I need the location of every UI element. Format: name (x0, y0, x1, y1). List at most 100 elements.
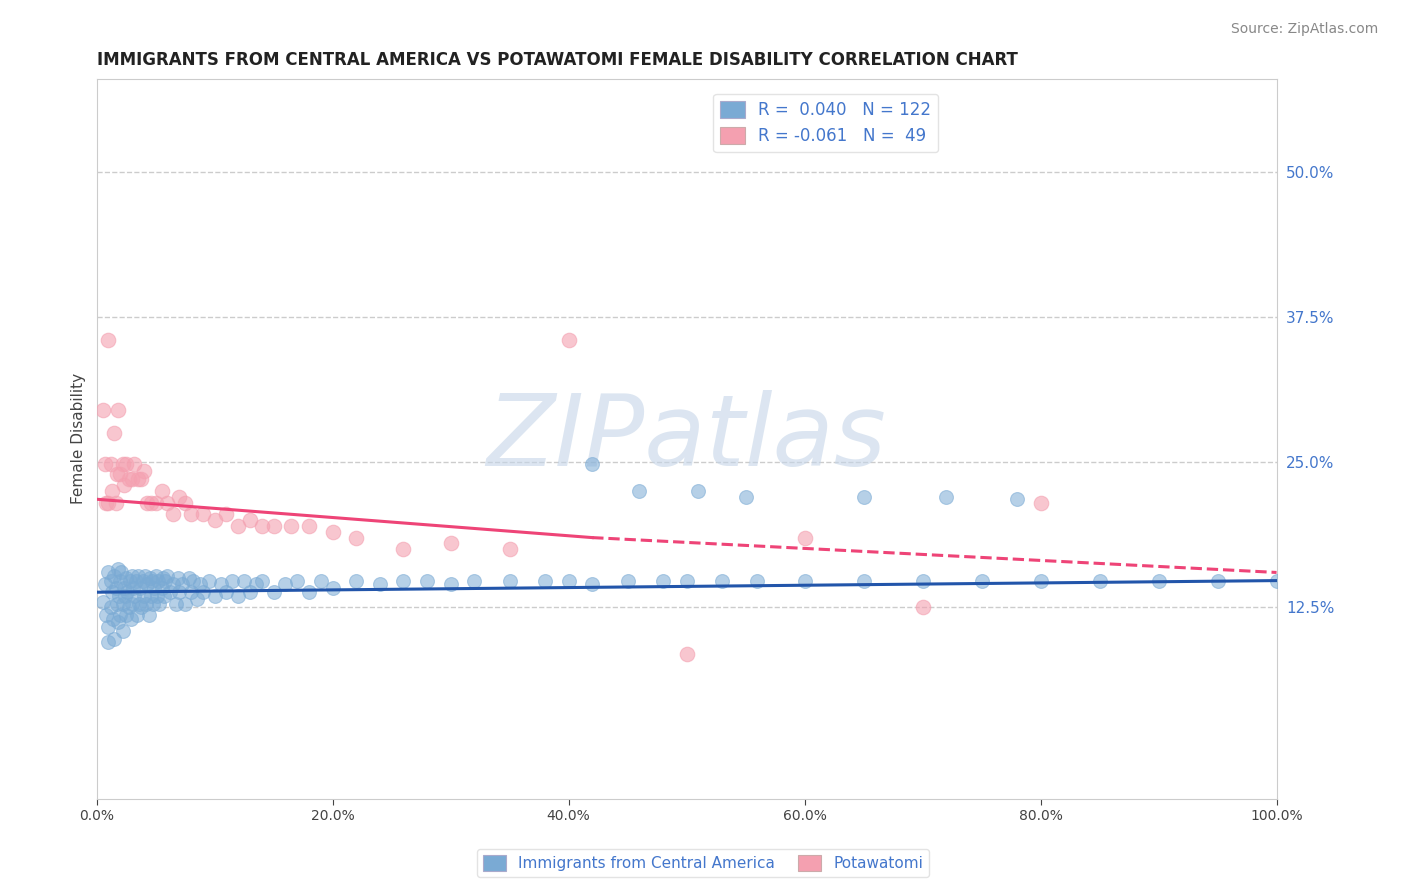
Point (1088, 574, 1111, 588)
Point (463, 574, 485, 588)
Point (97, 635, 120, 649)
Point (747, 574, 769, 588)
Point (250, 519, 273, 533)
Point (139, 571, 162, 585)
Point (105, 597, 128, 611)
Point (104, 496, 127, 510)
Point (280, 519, 302, 533)
Point (911, 600, 934, 615)
Legend: R =  0.040   N = 122, R = -0.061   N =  49: R = 0.040 N = 122, R = -0.061 N = 49 (713, 95, 938, 153)
Point (94, 458, 117, 472)
Point (935, 490, 957, 504)
Point (233, 574, 256, 588)
Point (131, 574, 153, 588)
Point (97, 566, 120, 580)
Point (793, 574, 815, 588)
Point (298, 585, 321, 599)
Point (136, 496, 159, 510)
Point (103, 632, 125, 646)
Point (344, 574, 367, 588)
Point (1029, 574, 1052, 588)
Point (204, 513, 226, 527)
Point (1029, 496, 1052, 510)
Legend: Immigrants from Central America, Potawatomi: Immigrants from Central America, Potawat… (477, 849, 929, 877)
Point (139, 496, 162, 510)
Y-axis label: Female Disability: Female Disability (72, 373, 86, 504)
Point (263, 585, 285, 599)
Point (165, 597, 187, 611)
Point (117, 585, 139, 599)
Point (688, 484, 710, 499)
Point (159, 585, 181, 599)
Point (153, 574, 176, 588)
Point (239, 513, 262, 527)
Point (100, 600, 122, 615)
Point (970, 574, 993, 588)
Point (124, 574, 146, 588)
Point (226, 519, 249, 533)
Point (675, 574, 697, 588)
Point (143, 581, 166, 595)
Point (142, 597, 165, 611)
Point (114, 589, 136, 603)
Point (581, 577, 603, 591)
Point (115, 608, 138, 623)
Point (121, 473, 143, 487)
Point (245, 577, 267, 591)
Point (145, 496, 167, 510)
Point (150, 581, 173, 595)
Point (177, 571, 200, 585)
Point (711, 574, 734, 588)
Text: Source: ZipAtlas.com: Source: ZipAtlas.com (1230, 22, 1378, 37)
Point (174, 496, 197, 510)
Point (101, 585, 124, 599)
Point (122, 581, 145, 595)
Point (239, 585, 262, 599)
Point (115, 458, 138, 472)
Point (911, 574, 934, 588)
Point (734, 490, 756, 504)
Point (209, 577, 232, 591)
Point (215, 508, 238, 522)
Point (191, 585, 214, 599)
Point (183, 574, 205, 588)
Point (322, 581, 344, 595)
Point (309, 574, 332, 588)
Point (127, 569, 149, 583)
Point (852, 490, 875, 504)
Point (132, 464, 155, 478)
Point (156, 569, 179, 583)
Point (170, 577, 193, 591)
Point (127, 473, 149, 487)
Point (110, 608, 132, 623)
Point (416, 574, 439, 588)
Point (298, 519, 321, 533)
Point (125, 608, 148, 623)
Point (111, 597, 134, 611)
Point (180, 585, 202, 599)
Point (152, 571, 174, 585)
Point (793, 531, 815, 545)
Point (97, 620, 120, 634)
Point (146, 589, 169, 603)
Point (131, 600, 153, 615)
Point (197, 574, 219, 588)
Point (110, 566, 132, 580)
Point (148, 597, 170, 611)
Point (439, 577, 461, 591)
Point (250, 574, 273, 588)
Point (439, 536, 461, 550)
Point (156, 496, 179, 510)
Point (675, 647, 697, 661)
Point (91, 594, 114, 608)
Point (128, 597, 150, 611)
Point (191, 508, 214, 522)
Point (101, 484, 124, 499)
Point (263, 519, 285, 533)
Point (107, 402, 129, 417)
Point (150, 484, 173, 499)
Point (138, 608, 160, 623)
Point (91, 402, 114, 417)
Point (110, 574, 132, 588)
Text: IMMIGRANTS FROM CENTRAL AMERICA VS POTAWATOMI FEMALE DISABILITY CORRELATION CHAR: IMMIGRANTS FROM CENTRAL AMERICA VS POTAW… (97, 51, 1018, 69)
